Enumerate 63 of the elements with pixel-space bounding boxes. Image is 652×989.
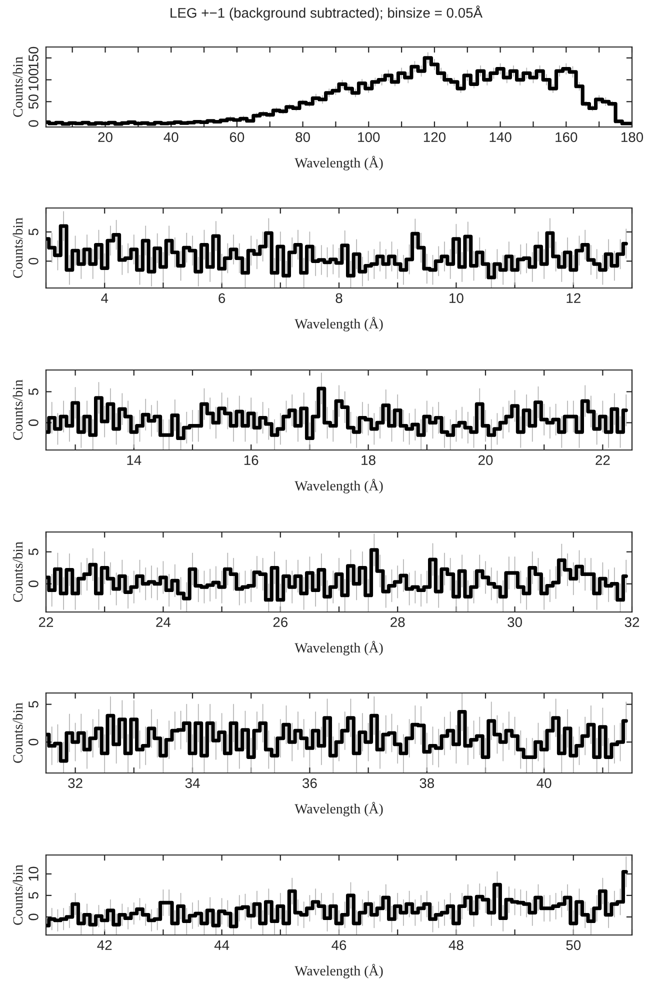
y-tick-label: 5 [28, 892, 38, 899]
x-tick-label: 46 [332, 940, 346, 950]
y-tick-label: 150 [28, 46, 38, 68]
x-tick-label: 34 [185, 778, 200, 788]
x-tick-label: 42 [97, 940, 112, 950]
x-axis-title: Wavelength (Å) [294, 316, 383, 332]
y-tick-label: 5 [28, 388, 38, 396]
x-tick-label: 20 [98, 132, 112, 142]
x-tick-label: 22 [38, 617, 54, 627]
y-tick-label: 0 [28, 580, 38, 588]
x-tick-label: 180 [621, 132, 644, 142]
y-tick-label: 5 [28, 548, 38, 556]
x-tick-label: 24 [156, 617, 171, 627]
x-tick-label: 14 [127, 455, 142, 465]
x-tick-label: 8 [336, 293, 342, 304]
y-tick-label: 100 [28, 68, 38, 90]
y-axis-title: Counts/bin [12, 380, 23, 440]
x-tick-label: 44 [214, 940, 230, 950]
x-tick-label: 60 [230, 132, 244, 142]
x-tick-label: 160 [556, 132, 578, 142]
y-axis-title: Counts/bin [12, 218, 23, 278]
y-tick-label: 0 [28, 419, 38, 426]
x-tick-label: 140 [490, 132, 512, 142]
y-tick-label: 5 [28, 228, 38, 236]
y-axis-title: Counts/bin [12, 542, 23, 602]
x-tick-label: 4 [101, 293, 108, 303]
x-tick-label: 80 [296, 132, 310, 142]
x-tick-label: 10 [450, 293, 464, 304]
y-tick-label: 10 [28, 866, 38, 881]
x-tick-label: 16 [244, 455, 258, 466]
x-tick-label: 28 [390, 617, 405, 628]
y-axis-title: Counts/bin [12, 702, 23, 763]
y-tick-label: 0 [28, 258, 38, 264]
x-tick-label: 32 [68, 778, 82, 788]
x-tick-label: 32 [624, 617, 640, 628]
x-tick-label: 40 [164, 132, 178, 142]
x-tick-label: 18 [362, 455, 376, 466]
chart-title: LEG +−1 (background subtracted); binsize = 0.05Å [170, 5, 483, 21]
x-tick-label: 20 [478, 455, 493, 466]
x-tick-label: 26 [273, 617, 288, 628]
x-tick-label: 100 [358, 132, 380, 142]
y-tick-label: 0 [28, 738, 38, 746]
y-tick-label: 0 [28, 120, 38, 127]
x-axis-title: Wavelength (Å) [294, 964, 383, 978]
x-axis-title: Wavelength (Å) [294, 802, 383, 816]
x-tick-label: 48 [448, 940, 464, 950]
x-axis-title: Wavelength (Å) [294, 156, 383, 170]
y-tick-label: 0 [28, 914, 38, 920]
y-axis-title: Counts/bin [12, 56, 23, 117]
y-tick-label: 5 [28, 701, 38, 708]
x-tick-label: 22 [596, 455, 610, 465]
y-axis-title: Counts/bin [12, 864, 23, 925]
x-axis-title: Wavelength (Å) [294, 640, 383, 656]
x-tick-label: 40 [536, 778, 552, 788]
x-tick-label: 30 [508, 617, 522, 628]
x-tick-label: 12 [566, 293, 580, 303]
x-tick-label: 120 [424, 132, 446, 142]
x-axis-title: Wavelength (Å) [294, 478, 383, 494]
y-tick-label: 50 [28, 94, 38, 109]
x-tick-label: 50 [566, 940, 581, 950]
x-tick-label: 38 [420, 778, 434, 788]
x-tick-label: 36 [302, 778, 317, 788]
x-tick-label: 6 [218, 293, 226, 304]
